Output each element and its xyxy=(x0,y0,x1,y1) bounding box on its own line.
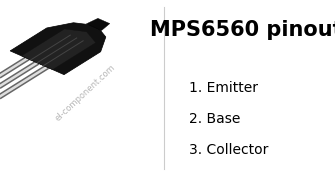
Text: el-component.com: el-component.com xyxy=(54,63,117,123)
Text: 1. Emitter: 1. Emitter xyxy=(189,81,258,95)
Text: MPS6560 pinout: MPS6560 pinout xyxy=(150,20,335,40)
Polygon shape xyxy=(21,29,96,70)
Text: 2. Base: 2. Base xyxy=(189,112,241,126)
Polygon shape xyxy=(10,23,106,75)
Text: 3. Collector: 3. Collector xyxy=(189,143,269,157)
Polygon shape xyxy=(86,18,110,30)
